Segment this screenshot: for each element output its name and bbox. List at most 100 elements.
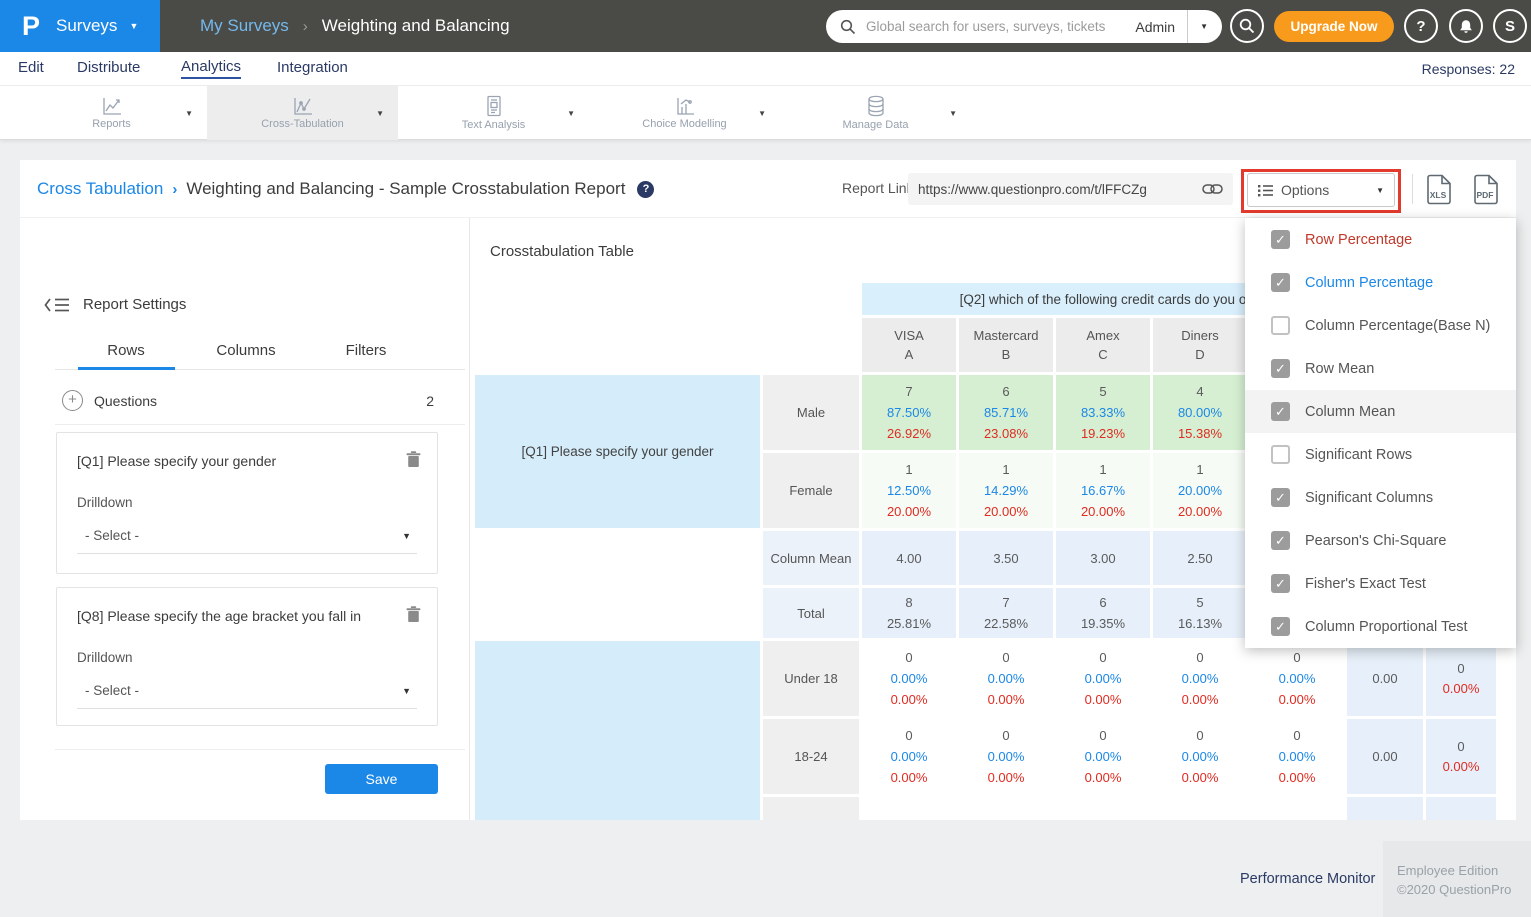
product-switcher[interactable]: P Surveys ▼ [0,0,160,52]
row-label-cell: Under 18 [763,641,859,716]
data-cell: 6 19.35% [1056,588,1150,638]
option-significant-columns[interactable]: ✓ Significant Columns [1245,476,1516,519]
row-question-cell: [Q1] Please specify your gender [475,375,760,528]
export-xls-icon[interactable]: XLS [1426,174,1453,205]
collapse-panel-button[interactable]: Report Settings [44,296,186,313]
column-header: Diners D [1153,318,1247,372]
report-link-field[interactable]: https://www.questionpro.com/t/lFFCZg [908,173,1233,205]
nav-integration[interactable]: Integration [277,59,348,76]
option-pearsons-chi-square[interactable]: ✓ Pearson's Chi-Square [1245,519,1516,562]
drilldown-label: Drilldown [77,650,133,665]
cross-tabulation-link[interactable]: Cross Tabulation [37,179,164,198]
list-icon [1258,184,1273,196]
edition-info: Employee Edition ©2020 QuestionPro [1383,841,1531,917]
chevron-down-icon[interactable]: ▼ [949,109,957,118]
option-column-percentage-base-n[interactable]: Column Percentage(Base N) [1245,304,1516,347]
chevron-right-icon: › [302,17,308,35]
chevron-down-icon[interactable]: ▼ [376,109,384,118]
link-icon[interactable] [1202,182,1223,196]
line-chart-icon [293,98,312,115]
data-cell: 0 0.00% 0.00% [959,641,1053,716]
active-tab-indicator [78,367,175,370]
table-row: Under 18 0 0.00% 0.00% 0 0.00% 0.00% 0 0.00% 0… [475,641,1496,820]
data-cell: 7 87.50% 26.92% [862,375,956,450]
data-cell: 0 0.00% 0.00% [862,719,956,794]
save-button[interactable]: Save [325,764,438,794]
tool-choice-modelling[interactable]: Choice Modelling ▼ [589,86,780,140]
option-significant-rows[interactable]: Significant Rows [1245,433,1516,476]
tab-filters[interactable]: Filters [345,342,387,359]
tool-cross-tabulation[interactable]: Cross-Tabulation ▼ [207,86,398,140]
checkbox-checked-icon[interactable]: ✓ [1271,531,1290,550]
drilldown-select[interactable]: - Select - ▼ [77,528,417,554]
checkbox-checked-icon[interactable]: ✓ [1271,574,1290,593]
report-title: Weighting and Balancing - Sample Crossta… [186,179,626,198]
delete-question-button[interactable] [406,451,421,473]
question-card-q1: [Q1] Please specify your gender Drilldow… [56,432,438,574]
chevron-down-icon[interactable]: ▼ [567,109,575,118]
search-input[interactable] [864,18,1124,35]
database-icon [867,95,884,117]
tab-columns[interactable]: Columns [216,342,276,359]
data-cell: 0 0.00% 0.00% [1250,641,1344,716]
search-scope-value[interactable]: Admin [1135,18,1176,35]
options-button[interactable]: Options ▼ [1247,173,1395,207]
tool-text-analysis[interactable]: Text Analysis ▼ [398,86,589,140]
help-button[interactable]: ? [1404,9,1438,43]
upgrade-now-button[interactable]: Upgrade Now [1274,11,1394,42]
crosstab-title: Crosstabulation Table [490,243,634,260]
breadcrumb-my-surveys[interactable]: My Surveys [200,16,289,35]
row-label-cell: 18-24 [763,719,859,794]
checkbox-checked-icon[interactable]: ✓ [1271,359,1290,378]
report-header: Cross Tabulation › Weighting and Balanci… [20,160,1516,218]
tool-reports[interactable]: Reports ▼ [16,86,207,140]
checkbox-unchecked-icon[interactable] [1271,316,1290,335]
summary-label-cell: Column Mean [763,531,859,585]
option-column-percentage[interactable]: ✓ Column Percentage [1245,261,1516,304]
checkbox-checked-icon[interactable]: ✓ [1271,488,1290,507]
row-mean-cell: 0.00 [1347,641,1423,716]
edition-label: Employee Edition [1397,863,1499,878]
nav-distribute[interactable]: Distribute [77,59,141,76]
report-url[interactable]: https://www.questionpro.com/t/lFFCZg [918,181,1147,197]
tool-manage-data[interactable]: Manage Data ▼ [780,86,971,140]
nav-analytics[interactable]: Analytics [181,52,242,85]
drilldown-select[interactable]: - Select - ▼ [77,683,417,709]
chevron-down-icon[interactable]: ▼ [758,109,766,118]
checkbox-checked-icon[interactable]: ✓ [1271,273,1290,292]
user-avatar[interactable]: S [1493,9,1527,43]
chevron-right-icon: › [172,180,178,198]
chevron-down-icon[interactable]: ▼ [1200,22,1208,31]
checkbox-checked-icon[interactable]: ✓ [1271,617,1290,636]
data-cell: 4 80.00% 15.38% [1153,375,1247,450]
trash-icon [406,606,421,622]
option-row-mean[interactable]: ✓ Row Mean [1245,347,1516,390]
row-label-cell [763,797,859,820]
checkbox-checked-icon[interactable]: ✓ [1271,402,1290,421]
option-column-proportional-test[interactable]: ✓ Column Proportional Test [1245,605,1516,648]
export-pdf-icon[interactable]: PDF [1473,174,1500,205]
search-icon [840,19,856,34]
help-icon[interactable]: ? [637,180,655,198]
table-row: 18-24 0 0.00% 0.00% 0 0.00% 0.00% 0 0.00% 0.00… [475,719,1496,794]
tab-rows[interactable]: Rows [107,342,145,359]
notifications-button[interactable] [1449,9,1483,43]
analytics-toolbar: Reports ▼ Cross-Tabulation ▼ Text Analys… [0,86,1531,140]
question-text: [Q8] Please specify the age bracket you … [77,608,362,624]
nav-edit[interactable]: Edit [18,59,44,76]
chevron-down-icon: ▼ [402,685,411,696]
option-column-mean[interactable]: ✓ Column Mean [1245,390,1516,433]
report-settings-title: Report Settings [83,296,187,313]
column-header: Mastercard B [959,318,1053,372]
chevron-down-icon[interactable]: ▼ [185,109,193,118]
bell-icon [1460,19,1472,33]
delete-question-button[interactable] [406,606,421,628]
performance-monitor-link[interactable]: Performance Monitor [1240,871,1376,887]
data-cell: 0 0.00% 0.00% [1056,641,1150,716]
option-row-percentage[interactable]: ✓ Row Percentage [1245,218,1516,261]
add-question-icon[interactable]: + [62,390,83,411]
search-submit-button[interactable] [1230,9,1264,43]
checkbox-checked-icon[interactable]: ✓ [1271,230,1290,249]
option-fishers-exact-test[interactable]: ✓ Fisher's Exact Test [1245,562,1516,605]
checkbox-unchecked-icon[interactable] [1271,445,1290,464]
